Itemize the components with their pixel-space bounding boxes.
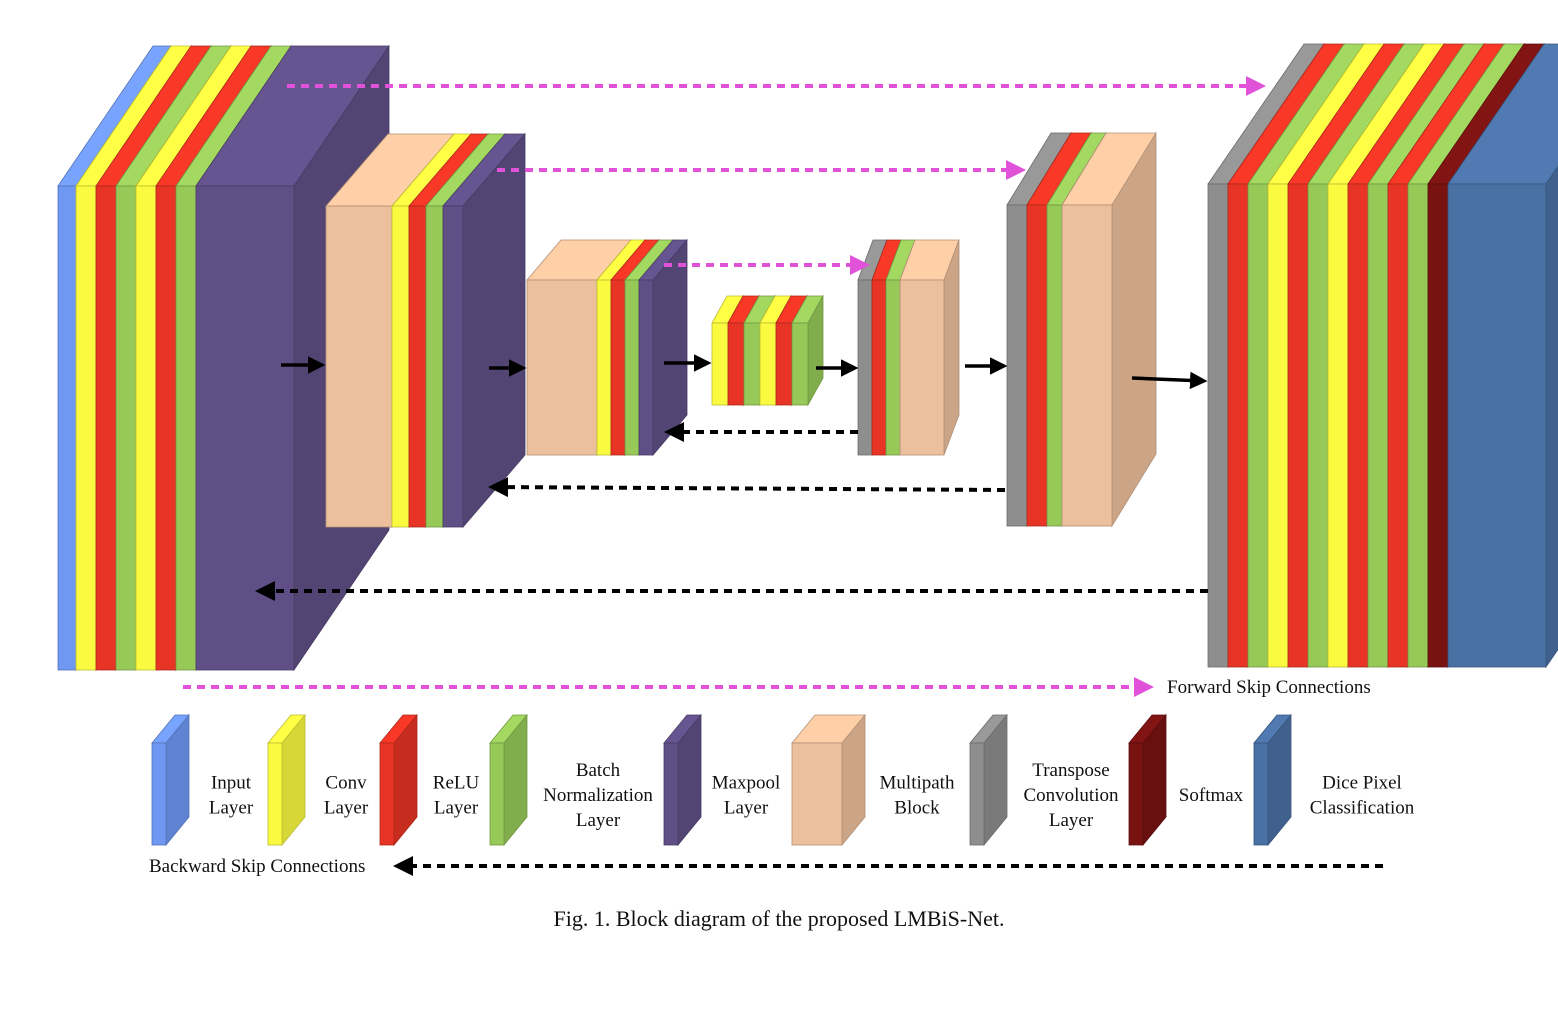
figure-caption: Fig. 1. Block diagram of the proposed LM… [554, 906, 1005, 931]
legend-label-batchnorm: Batch Normalization Layer [543, 760, 653, 831]
legend-item-multipath: Multipath Block [791, 713, 955, 847]
legend-swatch-maxpool [663, 713, 702, 847]
legend-swatch-input [151, 713, 190, 847]
legend-item-maxpool: Maxpool Layer [663, 713, 781, 847]
stage-encoder-2 [325, 132, 526, 529]
encoder-2-maxpool-slab [442, 132, 526, 529]
encoder-3-maxpool-slab [638, 238, 688, 457]
legend-label-relu: ReLU Layer [433, 773, 480, 819]
stage-decoder-1 [1207, 42, 1558, 669]
legend: Forward Skip Connections Backward Skip Co… [149, 677, 1415, 877]
legend-label-maxpool: Maxpool Layer [712, 773, 781, 819]
legend-swatch-transpose [969, 713, 1008, 847]
legend-swatch-dice [1253, 713, 1292, 847]
legend-swatch-conv [267, 713, 306, 847]
legend-label-dice: Dice Pixel Classification [1310, 773, 1415, 819]
stage-decoder-2 [1006, 131, 1157, 528]
decoder-1-dice-slab [1447, 43, 1558, 669]
legend-swatch-multipath [791, 713, 866, 847]
legend-swatch-batchnorm [489, 713, 528, 847]
bottleneck-batchnorm-slab [791, 294, 824, 407]
legend-label-multipath: Multipath Block [880, 773, 955, 819]
legend-item-relu: ReLU Layer [379, 713, 480, 847]
backward-skip-arrow-2 [488, 477, 1006, 498]
stage-encoder-1 [57, 44, 390, 672]
decoder-2-multipath-slab [1061, 131, 1157, 528]
legend-item-transpose: Transpose Convolution Layer [969, 713, 1119, 847]
legend-label-input: Input Layer [209, 773, 254, 819]
legend-swatch-softmax [1128, 713, 1167, 847]
stage-bottleneck [711, 294, 824, 407]
legend-forward-label: Forward Skip Connections [1167, 677, 1371, 698]
stage-encoder-3 [526, 238, 688, 457]
legend-swatch-relu [379, 713, 418, 847]
flow-arrow-6 [1131, 371, 1208, 390]
legend-item-input: Input Layer [151, 713, 254, 847]
legend-item-softmax: Softmax [1128, 713, 1244, 847]
legend-label-softmax: Softmax [1179, 785, 1244, 806]
legend-item-dice: Dice Pixel Classification [1253, 713, 1415, 847]
legend-label-transpose: Transpose Convolution Layer [1023, 760, 1119, 831]
network-stages [57, 42, 1558, 672]
legend-backward-label: Backward Skip Connections [149, 856, 365, 877]
legend-item-batchnorm: Batch Normalization Layer [489, 713, 653, 847]
legend-item-conv: Conv Layer [267, 713, 369, 847]
stage-decoder-3 [857, 239, 960, 456]
legend-label-conv: Conv Layer [324, 773, 369, 819]
connection-arrows [183, 76, 1383, 876]
decoder-3-multipath-slab [899, 239, 960, 456]
